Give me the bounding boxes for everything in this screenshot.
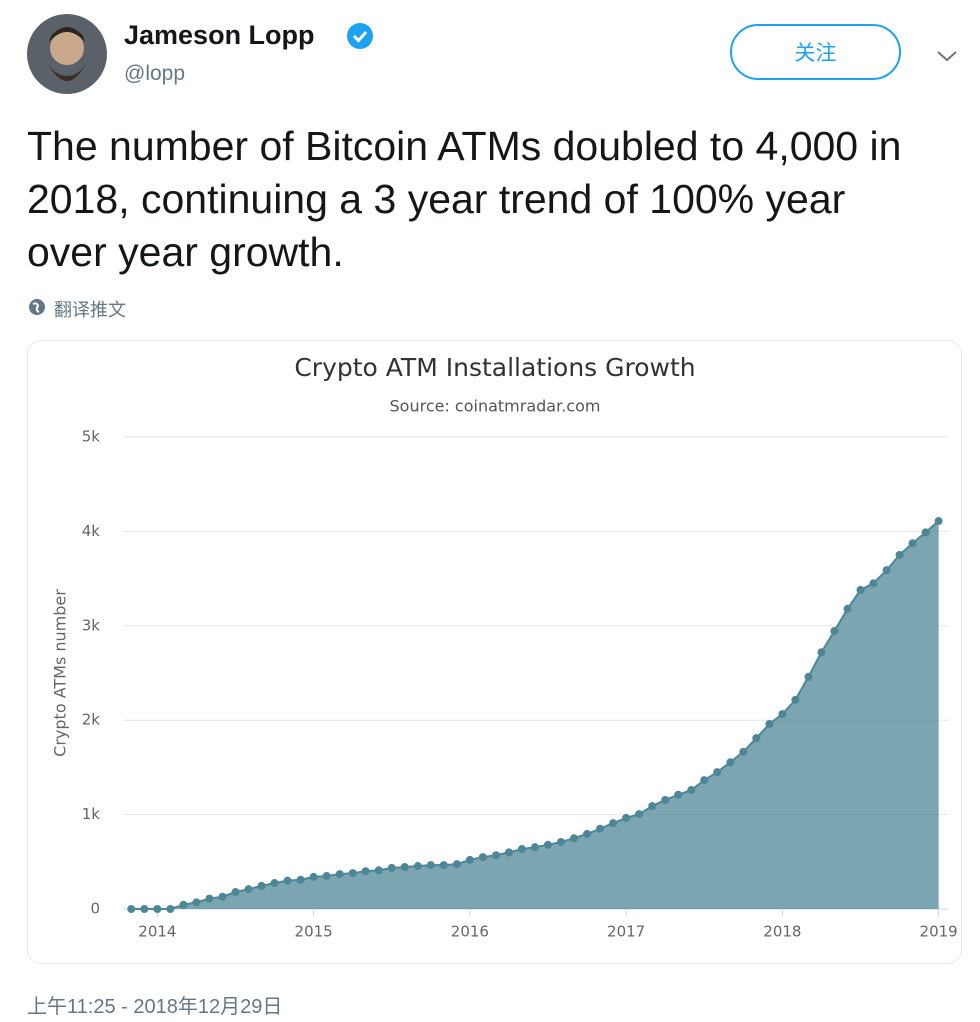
y-tick-label: 2k [82,711,101,729]
data-point [726,758,735,767]
data-point [283,876,292,885]
y-tick-label: 3k [82,616,101,634]
data-point [739,747,748,756]
x-tick-label: 2019 [920,923,958,941]
data-point [452,860,461,869]
data-point [179,900,188,909]
data-point [622,813,631,822]
data-point [635,810,644,819]
data-point [648,802,657,811]
data-point [765,719,774,728]
data-point [465,855,474,864]
data-point [205,894,214,903]
data-point [882,566,891,575]
menu-chevron[interactable] [936,48,958,64]
data-point [387,863,396,872]
data-point [687,786,696,795]
y-tick-label: 1k [82,805,101,823]
data-point [257,881,266,890]
data-point [934,517,943,526]
data-point [895,551,904,559]
data-point [921,528,930,537]
data-point [804,672,813,681]
data-point [218,892,227,901]
data-point [596,824,605,833]
data-point [309,872,318,881]
x-tick-label: 2016 [451,923,489,941]
chart-subtitle: Source: coinatmradar.com [390,397,601,416]
data-point [192,898,201,907]
y-axis-label: Crypto ATMs number [51,589,70,757]
user-handle[interactable]: @lopp [124,62,186,85]
data-point [140,905,149,913]
user-name[interactable]: Jameson Lopp [124,20,315,50]
data-point [166,905,175,913]
data-point [400,862,409,871]
data-point [335,870,344,879]
x-tick-label: 2014 [138,923,176,941]
area-fill [131,521,939,909]
data-point [752,734,761,743]
data-point [843,604,852,613]
chart-title: Crypto ATM Installations Growth [294,353,695,382]
data-point [127,905,136,913]
data-point [296,875,305,884]
data-point [713,768,722,777]
data-point [244,885,253,894]
x-tick-label: 2015 [295,923,333,941]
data-point [661,795,670,804]
data-point [556,837,565,846]
data-point [791,695,800,704]
data-point [609,819,618,828]
data-point [517,845,526,854]
data-point [504,848,513,857]
y-tick-label: 4k [82,522,101,540]
data-point [361,867,370,876]
data-point [531,843,540,852]
data-point [817,648,826,657]
data-point [270,879,279,888]
data-point [544,840,552,849]
data-point [674,790,683,799]
data-point [570,834,579,843]
translate-link[interactable]: 翻译推文 [54,300,126,320]
y-tick-label: 5k [82,428,101,446]
x-tick-label: 2018 [763,923,801,941]
data-point [374,866,383,875]
data-point [348,869,357,878]
data-point [478,853,487,862]
globe-icon [29,299,45,315]
tweet-text: The number of Bitcoin ATMs doubled to 4,… [27,123,902,275]
data-point [231,888,240,897]
y-tick-label: 0 [90,900,100,918]
chart-card [27,340,962,964]
data-point [491,851,500,860]
avatar[interactable] [27,14,107,94]
data-point [778,710,787,719]
data-point [426,861,435,870]
data-point [830,626,839,635]
data-point [908,539,917,548]
data-point [153,905,162,913]
timestamp: 上午11:25 - 2018年12月29日 [27,996,283,1018]
verified-badge [347,23,373,49]
data-point [583,829,592,838]
data-point [439,861,448,870]
data-point [413,862,422,871]
data-point [856,585,865,594]
follow-button[interactable]: 关注 [730,24,901,80]
data-point [322,871,331,880]
data-point [869,579,878,588]
x-tick-label: 2017 [607,923,645,941]
data-point [700,776,709,785]
